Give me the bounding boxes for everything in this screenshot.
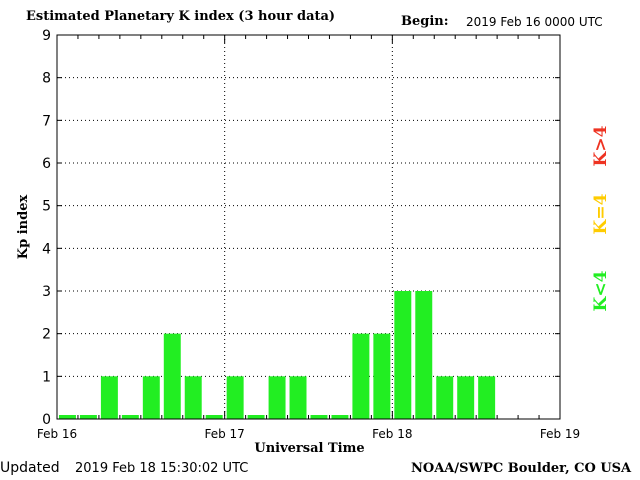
kp-bar [184,376,202,419]
kp-bar [121,415,139,419]
plot-frame [56,34,561,420]
kp-bar [268,376,286,419]
kp-bar [310,415,328,419]
y-tick-label: 1 [42,369,51,385]
legend-quiet: K<4 [591,270,611,312]
x-tick-label: Feb 18 [372,427,412,441]
chart-title: Estimated Planetary K index (3 hour data… [26,9,336,24]
kp-bar [415,291,433,419]
updated-value: 2019 Feb 18 15:30:02 UTC [75,461,249,476]
kp-bar [394,291,412,419]
kp-bar [59,415,76,419]
kp-bar [373,333,391,419]
x-tick-label: Feb 19 [540,427,580,441]
legend-active: K=4 [591,193,611,235]
x-tick-label: Feb 17 [204,427,244,441]
kp-bar [436,376,454,419]
kp-bar [352,333,370,419]
x-axis-label: Universal Time [254,441,364,456]
begin-value: 2019 Feb 16 0000 UTC [466,15,603,29]
legend-storm: K>4 [591,125,611,167]
kp-bar [478,376,496,419]
kp-bar [226,376,244,419]
y-tick-label: 4 [42,241,51,257]
kp-bar [247,415,265,419]
kp-bar [289,376,307,419]
y-tick-label: 6 [42,156,51,172]
kp-bar [142,376,160,419]
y-tick-label: 5 [42,199,51,215]
kp-bar [457,376,475,419]
kp-bar [205,415,223,419]
kp-bar [100,376,118,419]
y-tick-label: 9 [42,28,51,44]
y-tick-label: 0 [42,412,51,428]
y-tick-label: 3 [42,284,51,300]
y-tick-label: 7 [42,113,51,129]
kp-bar [331,415,349,419]
y-tick-label: 2 [42,327,51,343]
x-tick-label: Feb 16 [37,427,77,441]
y-tick-label: 8 [42,71,51,87]
begin-label: Begin: [401,14,449,29]
updated-label: Updated [0,460,60,476]
kp-bar [79,415,97,419]
y-axis-label: Kp index [16,195,31,260]
source-credit: NOAA/SWPC Boulder, CO USA [411,461,632,476]
kp-bar [163,333,181,419]
